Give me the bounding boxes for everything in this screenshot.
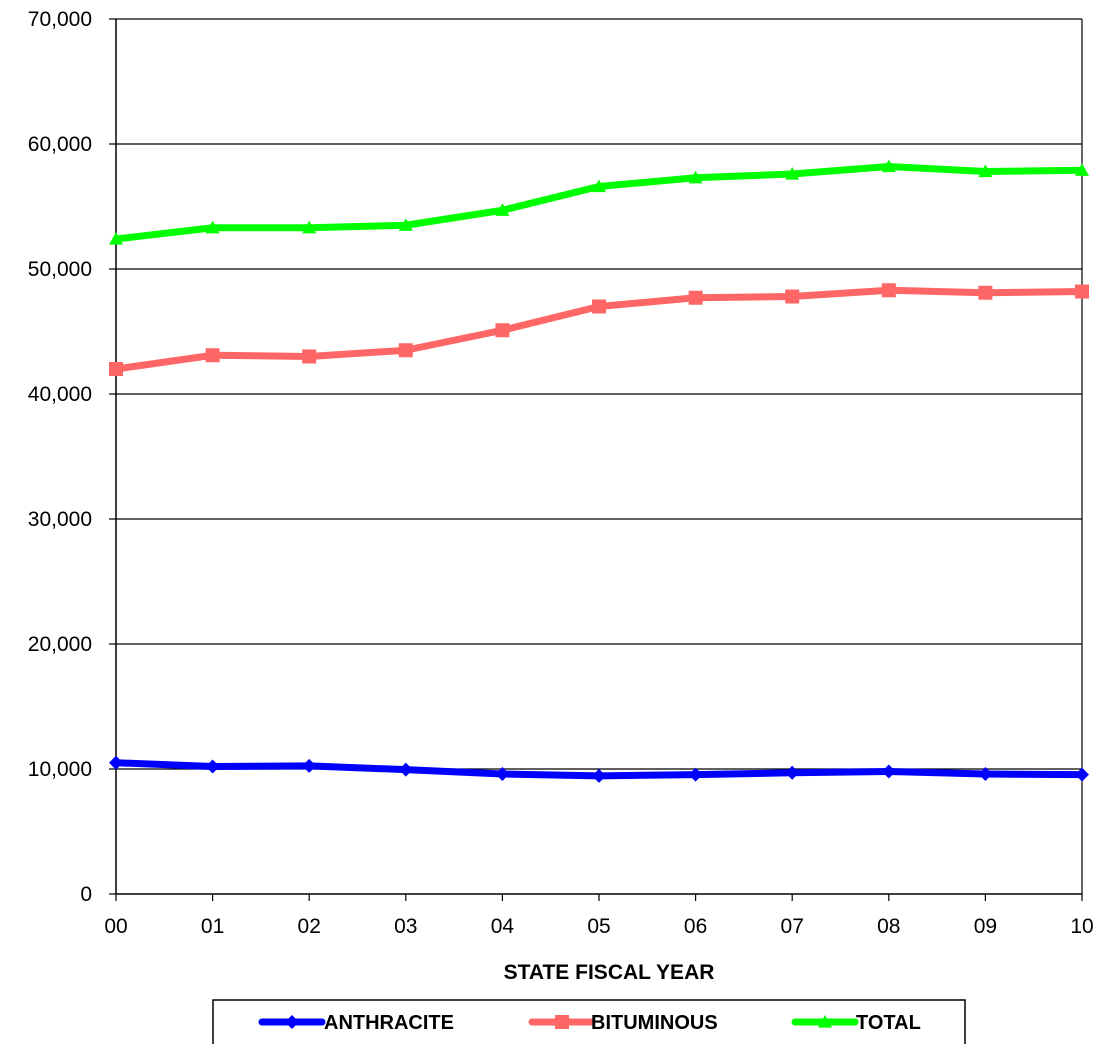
data-point-bituminous [978, 285, 993, 300]
legend-label-bituminous: BITUMINOUS [591, 1012, 718, 1034]
y-tick-label: 10,000 [28, 758, 92, 781]
legend-marker-total [818, 1015, 832, 1028]
data-point-anthracite [302, 758, 317, 773]
y-tick-label: 40,000 [28, 383, 92, 406]
x-tick-label: 01 [201, 915, 224, 938]
data-point-total [688, 170, 703, 184]
x-axis-title: STATE FISCAL YEAR [504, 961, 715, 984]
gridlines [116, 18, 1082, 770]
legend: ANTHRACITE BITUMINOUS TOTAL [212, 999, 966, 1044]
data-point-bituminous [592, 299, 606, 314]
data-point-total [495, 203, 510, 216]
data-point-total [205, 220, 220, 234]
data-point-anthracite [109, 755, 123, 770]
data-point-total [302, 220, 317, 234]
x-tick-label: 09 [974, 915, 997, 938]
x-tick-label: 05 [587, 915, 610, 938]
legend-label-total: TOTAL [856, 1012, 921, 1034]
x-tick-label: 02 [298, 915, 321, 938]
data-point-anthracite [495, 767, 510, 781]
y-tick-label: 0 [80, 883, 92, 906]
data-point-total [978, 164, 993, 178]
series-lines [109, 159, 1089, 783]
data-point-bituminous [785, 289, 800, 304]
data-point-anthracite [881, 764, 896, 779]
data-point-bituminous [1075, 284, 1089, 299]
x-tick-label: 00 [104, 915, 127, 938]
data-point-anthracite [978, 767, 993, 781]
y-tick-label: 30,000 [28, 508, 92, 531]
data-point-total [785, 167, 800, 180]
data-point-anthracite [205, 759, 220, 774]
data-point-total [881, 159, 896, 173]
y-tick-label: 60,000 [28, 133, 92, 156]
data-point-total [1075, 163, 1089, 176]
series-anthracite [109, 755, 1089, 783]
legend-item-total: TOTAL [791, 1012, 921, 1034]
data-point-anthracite [785, 765, 800, 780]
data-point-total [109, 232, 123, 245]
legend-label-anthracite: ANTHRACITE [324, 1012, 454, 1034]
series-bituminous [109, 283, 1089, 376]
legend-item-anthracite: ANTHRACITE [258, 1012, 454, 1034]
x-tick-label: 10 [1070, 915, 1093, 938]
series-total [109, 159, 1089, 245]
y-tick-label: 20,000 [28, 633, 92, 656]
legend-item-bituminous: BITUMINOUS [528, 1012, 718, 1034]
data-point-bituminous [205, 348, 220, 363]
data-point-bituminous [109, 362, 123, 376]
y-tick-label: 70,000 [28, 8, 92, 31]
x-tick-label: 04 [491, 915, 515, 938]
data-point-bituminous [398, 343, 413, 358]
data-point-anthracite [592, 768, 606, 783]
data-point-bituminous [881, 283, 896, 298]
data-point-anthracite [1075, 767, 1089, 782]
data-point-anthracite [398, 762, 413, 777]
x-tick-label: 06 [684, 915, 707, 938]
legend-marker-bituminous [555, 1015, 569, 1029]
legend-marker-anthracite [285, 1015, 299, 1029]
y-axis-ticks: 0 10,000 20,000 30,000 40,000 50,000 60,000 70,… [28, 8, 116, 906]
x-axis-ticks: 00 01 02 03 04 05 06 07 08 09 10 [104, 894, 1094, 938]
x-tick-label: 08 [877, 915, 900, 938]
series-line-total [112, 163, 1086, 243]
data-point-anthracite [688, 767, 703, 782]
x-tick-label: 07 [781, 915, 804, 938]
x-tick-label: 03 [394, 915, 417, 938]
data-point-total [398, 218, 413, 231]
y-tick-label: 50,000 [28, 258, 92, 281]
data-point-bituminous [495, 323, 510, 338]
data-point-bituminous [302, 349, 317, 364]
data-point-bituminous [688, 290, 703, 305]
data-point-total [592, 179, 606, 193]
